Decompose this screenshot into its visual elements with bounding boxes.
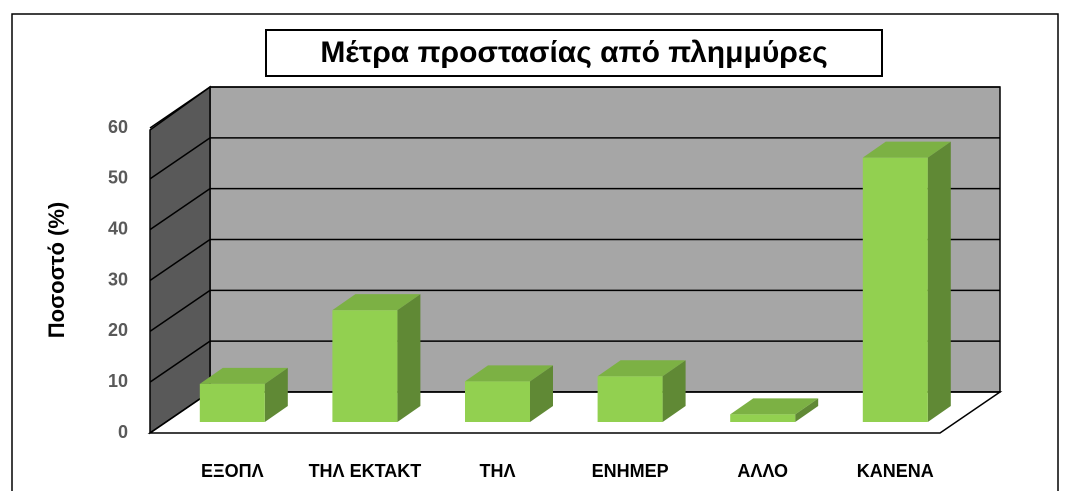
bar [332,294,421,422]
y-tick-label: 20 [108,320,128,340]
bar-side [264,367,288,422]
side-grid-line [149,340,211,383]
bar-side [927,141,951,422]
y-tick-label: 60 [108,117,128,137]
bar-top [862,141,951,158]
side-grid-line [149,86,211,129]
x-tick-label: ΕΞΟΠΛ [201,461,264,481]
side-grid-line [149,137,211,180]
bar-top [730,398,819,415]
y-tick-label: 30 [108,269,128,289]
y-axis-label: Ποσοστό (%) [44,202,69,338]
bar-side [795,398,819,422]
x-tick-label: ΤΗΛ [480,461,516,481]
bar [862,141,951,422]
bar-side [662,360,686,422]
bar-side [530,365,553,422]
bar-top [597,360,686,377]
x-tick-label: ΑΛΛΟ [737,461,788,481]
bar-top [332,294,421,311]
bar-front [730,414,796,422]
bar-front [597,376,663,422]
chart-title: Μέτρα προστασίας από πλημμύρες [320,36,827,69]
bar-top [465,365,553,382]
y-tick-label: 40 [108,218,128,238]
y-tick-label: 50 [108,168,128,188]
x-tick-label: ΕΝΗΜΕΡ [592,461,669,481]
title-box [265,29,883,77]
bar-front [465,381,530,422]
bar [597,360,686,422]
x-tick-label: ΤΗΛ ΕΚΤΑΚΤ [309,461,422,481]
bar-front [332,310,398,422]
side-grid-line [149,289,211,332]
bar-front [199,383,265,422]
bar [465,365,553,422]
bar-front [862,157,928,422]
side-grid-line [149,188,211,231]
x-tick-label: ΚΑΝΕΝΑ [857,461,934,481]
y-tick-label: 0 [118,422,128,442]
bar [199,367,288,422]
side-grid-line [149,238,211,282]
bar [730,398,819,422]
y-tick-label: 10 [108,371,128,391]
bar-side [397,294,421,422]
bar-top [199,367,288,384]
